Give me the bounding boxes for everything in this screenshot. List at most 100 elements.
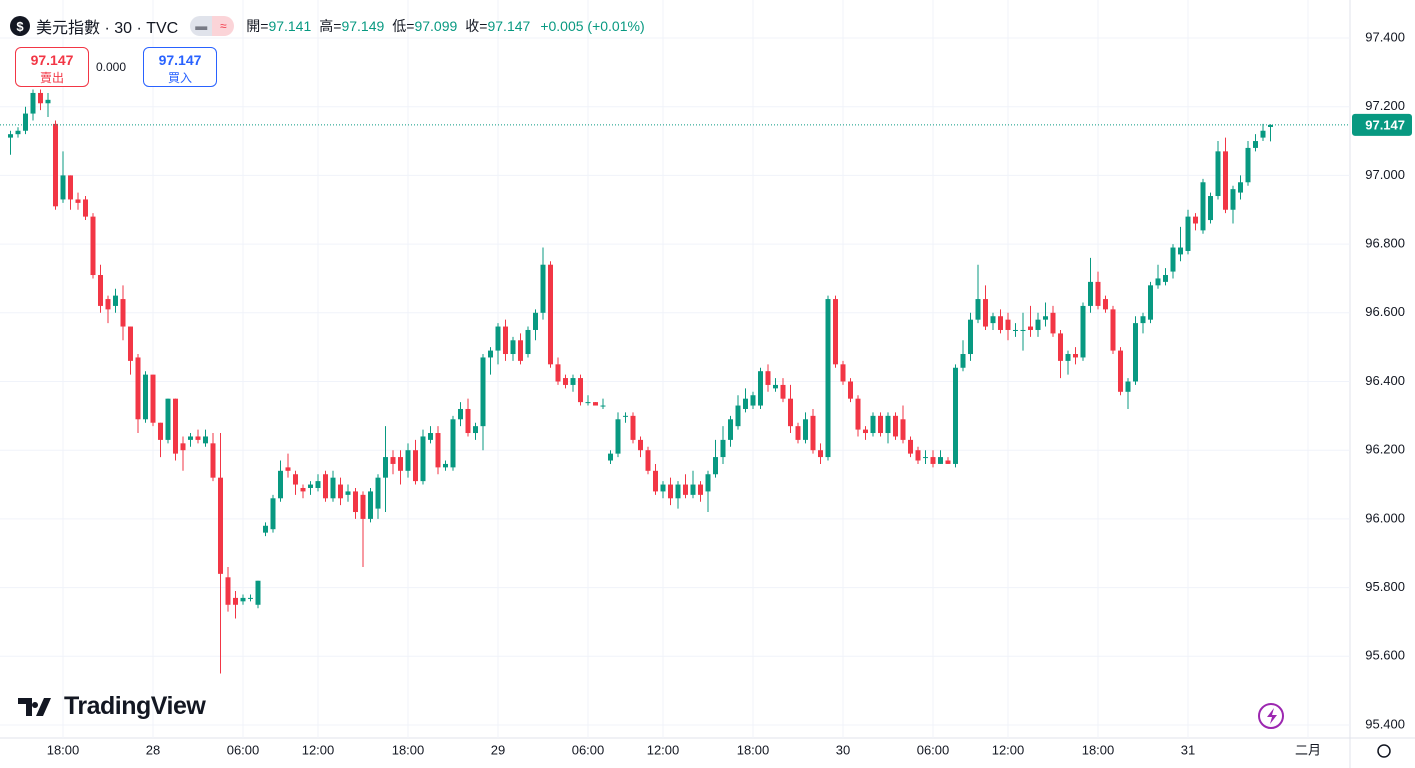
candle-body bbox=[930, 457, 936, 464]
candle-body bbox=[645, 450, 651, 471]
candle-body bbox=[578, 378, 583, 403]
candle-body bbox=[743, 398, 748, 409]
candle-body bbox=[780, 384, 786, 399]
candle-body bbox=[248, 597, 253, 599]
candle-body bbox=[728, 419, 733, 440]
candle-body bbox=[1043, 316, 1048, 320]
candle-body bbox=[428, 433, 433, 440]
candle-body bbox=[563, 378, 568, 385]
candle-body bbox=[1095, 281, 1101, 306]
candle-body bbox=[1028, 326, 1033, 330]
candle-body bbox=[323, 474, 328, 499]
candle-body bbox=[1140, 316, 1146, 324]
candle-body bbox=[765, 371, 771, 385]
candle-body bbox=[1208, 196, 1213, 221]
logo: TradingView bbox=[18, 692, 206, 721]
candle-body bbox=[38, 92, 43, 104]
candle-body bbox=[30, 92, 36, 114]
candle-body bbox=[53, 123, 58, 207]
candle-body bbox=[120, 299, 126, 327]
ohlc-label: 低= bbox=[392, 18, 415, 34]
candle-body bbox=[990, 316, 996, 324]
candle-body bbox=[975, 299, 981, 320]
candle-body bbox=[690, 484, 696, 495]
candle-body bbox=[293, 474, 298, 485]
candle-body bbox=[735, 405, 741, 427]
candle-body bbox=[1020, 329, 1026, 331]
candle-body bbox=[83, 199, 88, 217]
candle-body bbox=[1230, 189, 1236, 210]
candle-body bbox=[923, 457, 928, 459]
candle-body bbox=[60, 175, 66, 200]
candle-body bbox=[90, 216, 96, 276]
candle-body bbox=[998, 316, 1003, 330]
candle-body bbox=[503, 326, 508, 355]
x-tick-label: 28 bbox=[146, 742, 160, 757]
candle-body bbox=[8, 134, 13, 138]
buy-button[interactable]: 97.147 買入 bbox=[143, 47, 217, 87]
x-tick-label: 二月 bbox=[1295, 742, 1321, 757]
x-tick-label: 18:00 bbox=[47, 742, 80, 757]
candle-body bbox=[968, 319, 973, 355]
candle-body bbox=[833, 299, 838, 365]
candle-body bbox=[1058, 333, 1063, 361]
candle-body bbox=[210, 443, 216, 478]
candle-body bbox=[908, 439, 913, 454]
candle-body bbox=[810, 415, 816, 451]
candle-body bbox=[308, 484, 313, 488]
buy-label: 買入 bbox=[167, 71, 192, 85]
ohlc-label: 高= bbox=[319, 18, 342, 34]
candle-body bbox=[1178, 247, 1183, 255]
candle-body bbox=[195, 436, 201, 440]
ohlc-item: 收=97.147 bbox=[465, 16, 530, 36]
candle-body bbox=[1035, 319, 1041, 330]
logo-icon bbox=[18, 697, 51, 716]
y-tick-label: 96.400 bbox=[1365, 373, 1405, 388]
candle-body bbox=[225, 577, 231, 605]
x-tick-label: 29 bbox=[491, 742, 505, 757]
candle-body bbox=[143, 374, 148, 420]
candle-body bbox=[218, 477, 223, 574]
candle-body bbox=[1013, 329, 1018, 331]
candle-body bbox=[315, 481, 321, 488]
candle-body bbox=[1065, 354, 1071, 361]
y-tick-label: 95.600 bbox=[1365, 648, 1405, 663]
candle-body bbox=[893, 415, 898, 437]
candle-body bbox=[773, 384, 778, 389]
candle-body bbox=[1193, 216, 1198, 224]
candle-body bbox=[758, 371, 763, 406]
candle-body bbox=[1170, 247, 1176, 272]
candle-body bbox=[1073, 354, 1078, 358]
candle-body bbox=[1200, 182, 1206, 231]
y-tick-label: 96.600 bbox=[1365, 304, 1405, 319]
candle-body bbox=[353, 491, 358, 513]
candle-body bbox=[585, 402, 591, 404]
candle-body bbox=[668, 484, 673, 499]
candle-body bbox=[818, 450, 823, 458]
candle-body bbox=[683, 484, 688, 495]
candle-body bbox=[548, 264, 553, 365]
candle-body bbox=[1080, 305, 1086, 358]
sell-button[interactable]: 97.147 賣出 bbox=[15, 47, 89, 87]
candle-body bbox=[698, 484, 703, 495]
candle-body bbox=[518, 340, 523, 361]
candle-body bbox=[173, 398, 178, 454]
ohlc-value: 97.147 bbox=[487, 18, 531, 34]
candle-body bbox=[68, 175, 73, 200]
candle-body bbox=[450, 419, 456, 468]
x-tick-label: 06:00 bbox=[917, 742, 950, 757]
candle-body bbox=[840, 364, 846, 382]
candle-body bbox=[525, 329, 531, 355]
candle-body bbox=[270, 498, 276, 530]
candle-body bbox=[285, 467, 291, 471]
candle-body bbox=[638, 439, 643, 451]
y-tick-label: 97.000 bbox=[1365, 167, 1405, 182]
candle-body bbox=[413, 450, 418, 482]
spread: 0.000 bbox=[96, 60, 127, 74]
candle-body bbox=[788, 398, 793, 427]
toggle[interactable]: ▬ ≈ bbox=[190, 16, 235, 36]
ohlc-item: 低=97.099 bbox=[392, 16, 457, 36]
buy-price: 97.147 bbox=[158, 52, 202, 68]
candle-body bbox=[1103, 299, 1108, 310]
